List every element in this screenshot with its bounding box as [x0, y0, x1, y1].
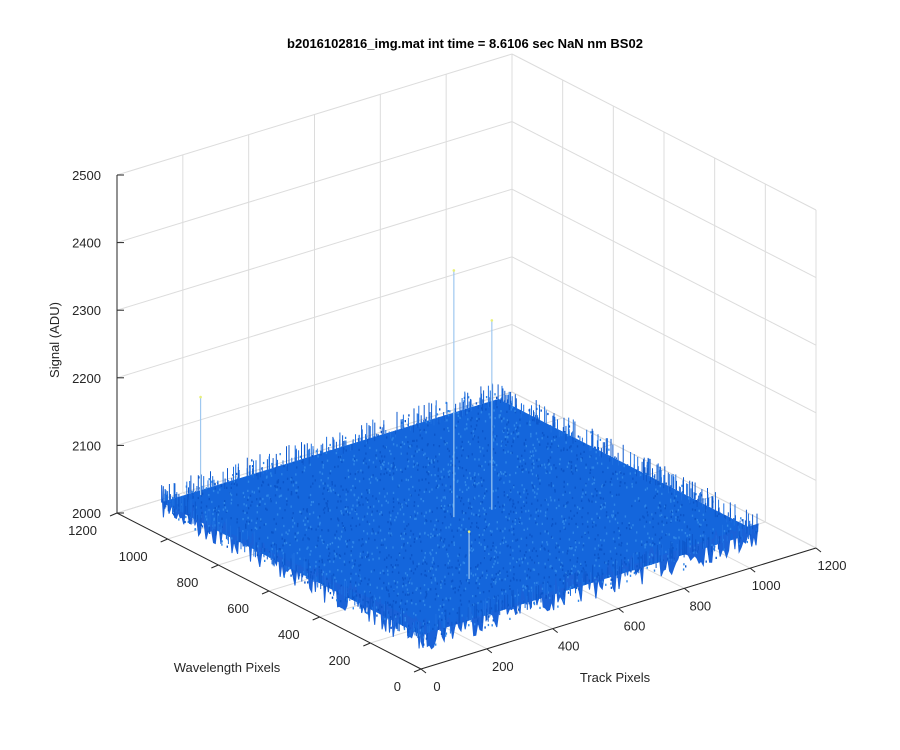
y-tick-label: 1200	[68, 523, 97, 538]
y-tick	[261, 590, 270, 595]
side-wall-gridline	[511, 391, 817, 549]
x-tick-label: 800	[689, 598, 711, 613]
side-wall-gridline	[511, 188, 817, 346]
z-tick-label: 2100	[72, 438, 101, 453]
z-tick-label: 2200	[72, 371, 101, 386]
surface-spike-tip	[467, 530, 471, 533]
chart-title: b2016102816_img.mat int time = 8.6106 se…	[287, 36, 643, 51]
surface-edge-noise	[162, 383, 759, 639]
z-axis-label: Signal (ADU)	[47, 302, 62, 378]
y-axis-label: Wavelength Pixels	[174, 660, 281, 675]
y-tick-label: 1000	[119, 549, 148, 564]
x-tick	[618, 608, 624, 613]
side-wall-gridline	[511, 121, 817, 279]
y-tick-label: 200	[329, 653, 351, 668]
y-tick-label: 800	[177, 575, 199, 590]
x-axis-label: Track Pixels	[580, 670, 651, 685]
x-tick-label: 400	[558, 639, 580, 654]
y-tick	[211, 564, 219, 569]
x-tick-label: 600	[624, 619, 646, 634]
x-tick	[684, 587, 690, 593]
x-tick	[749, 567, 756, 573]
surface-spike-tip	[452, 269, 456, 272]
z-tick-label: 2000	[72, 506, 101, 521]
y-tick-label: 400	[278, 627, 300, 642]
x-tick-label: 200	[492, 659, 514, 674]
y-tick	[413, 668, 422, 673]
surface-edge-right	[420, 523, 759, 650]
y-tick	[109, 512, 118, 517]
x-tick	[552, 628, 558, 634]
surface-spike-tip	[199, 395, 202, 399]
y-tick	[363, 642, 371, 647]
x-tick	[815, 547, 822, 553]
x-tick-label: 0	[433, 679, 440, 694]
x-tick	[420, 668, 427, 674]
z-tick-label: 2500	[72, 168, 101, 183]
y-tick	[312, 616, 320, 621]
side-wall-gridline	[511, 323, 817, 481]
x-tick-label: 1000	[752, 578, 781, 593]
z-tick-label: 2300	[72, 303, 101, 318]
y-tick	[160, 538, 168, 543]
y-tick-label: 600	[227, 601, 249, 616]
x-tick	[486, 648, 493, 654]
side-wall-gridline	[511, 256, 817, 414]
surface-spike-tip	[490, 319, 494, 322]
back-wall-gridline	[116, 53, 513, 176]
back-wall-gridline	[116, 121, 513, 244]
side-wall-gridline	[511, 53, 817, 211]
back-wall-gridline	[116, 256, 513, 379]
z-tick-label: 2400	[72, 236, 101, 251]
back-wall-gridline	[116, 391, 513, 514]
back-wall-gridline	[116, 188, 513, 311]
y-tick-label: 0	[394, 679, 401, 694]
back-wall-gridline	[116, 323, 513, 446]
x-tick-label: 1200	[818, 558, 847, 573]
